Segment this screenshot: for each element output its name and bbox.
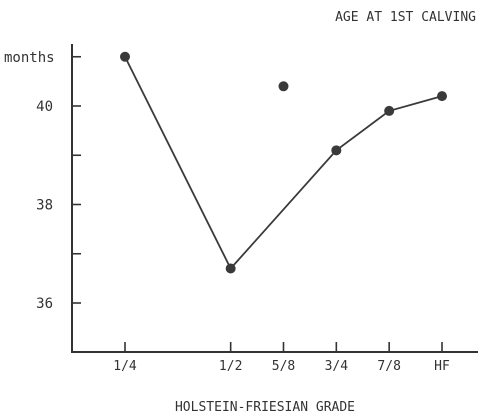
y-tick-label: 40 bbox=[36, 99, 53, 115]
x-tick-label: HF bbox=[434, 359, 450, 374]
x-tick-label: 1/2 bbox=[219, 359, 242, 374]
y-tick-label: 38 bbox=[36, 198, 53, 214]
series-group bbox=[120, 51, 447, 274]
y-ticks: 36 38 40 bbox=[36, 55, 81, 312]
data-point bbox=[437, 91, 447, 102]
chart-title: AGE AT 1ST CALVING bbox=[335, 10, 476, 25]
y-axis-label: months bbox=[4, 50, 55, 66]
y-tick-label: 36 bbox=[36, 296, 53, 312]
x-ticks: 1/4 1/2 5/8 3/4 7/8 HF bbox=[113, 342, 450, 374]
x-axis-label: HOLSTEIN-FRIESIAN GRADE bbox=[175, 400, 355, 415]
x-tick-label: 3/4 bbox=[325, 359, 349, 374]
data-point bbox=[225, 263, 236, 274]
data-point bbox=[331, 145, 342, 156]
data-point bbox=[384, 105, 395, 116]
x-tick-label: 7/8 bbox=[377, 359, 400, 374]
x-tick-label: 1/4 bbox=[113, 359, 137, 374]
x-tick-label: 5/8 bbox=[272, 359, 295, 374]
data-point bbox=[120, 51, 130, 62]
outlier-point bbox=[278, 81, 289, 92]
